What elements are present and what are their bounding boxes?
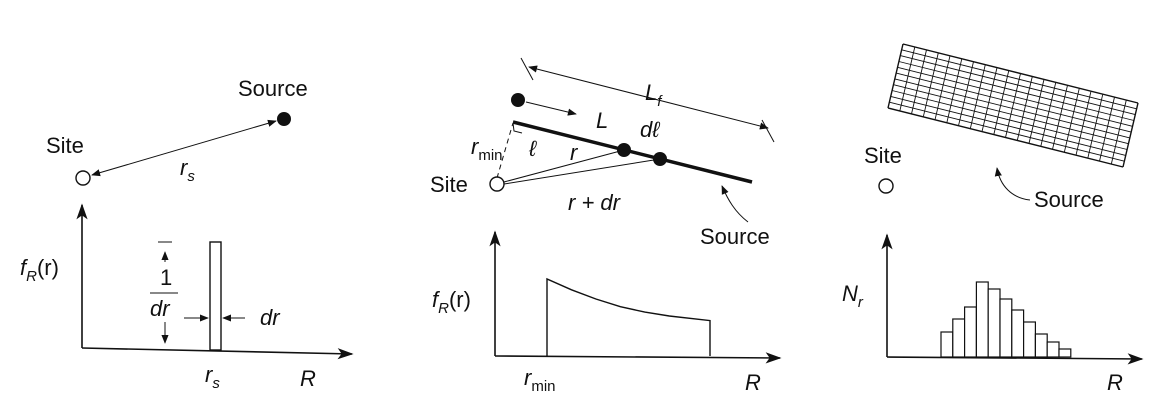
source-label: Source [1034, 187, 1104, 212]
histogram-bar [999, 298, 1013, 358]
site-point [489, 176, 505, 192]
grid-line [946, 58, 963, 123]
r-dr-label: r + dr [568, 190, 622, 215]
x-axis-label: R [745, 370, 761, 395]
grid-line [1040, 82, 1057, 147]
site-point [878, 178, 894, 194]
grid-line [993, 70, 1010, 135]
distance-r-line [503, 149, 625, 183]
grid-line [1099, 96, 1115, 162]
grid-line [911, 49, 927, 115]
rmin-perpendicular [496, 122, 514, 179]
x-axis [81, 347, 354, 360]
distance-r-dr-line [503, 158, 661, 185]
x-tick-label: rmin [524, 365, 556, 395]
grid-line [891, 90, 1128, 150]
grid-line [901, 49, 1137, 110]
y-axis-label: Nr [842, 281, 864, 311]
length-arrow [525, 101, 577, 116]
fault-length-label: Lf [645, 80, 663, 110]
grid-line [893, 84, 1129, 145]
grid-line [899, 46, 916, 112]
panel-area-source: Site Source Nr R [842, 43, 1144, 395]
grid-line [1016, 76, 1033, 141]
histogram-bar [975, 281, 989, 358]
grid-line [1005, 73, 1021, 138]
histogram-bar [1058, 348, 1072, 358]
grid-line [934, 55, 951, 120]
site-point [75, 170, 91, 186]
width-label: dr [260, 305, 281, 330]
histogram-bar [963, 306, 977, 358]
grid-line [1075, 91, 1092, 156]
histogram-bar [1022, 321, 1036, 358]
ell-label: ℓ [528, 136, 537, 161]
x-axis-label: R [1107, 370, 1123, 395]
histogram-bar [987, 288, 1001, 358]
grid-line [887, 107, 1124, 168]
site-label: Site [46, 133, 84, 158]
grid-line [969, 64, 986, 129]
source-label: Source [700, 224, 770, 249]
fault-length-tick-left [520, 57, 534, 81]
hypocenter-point [511, 93, 525, 107]
grid-line [898, 61, 1135, 121]
histogram-bar [940, 331, 954, 358]
grid-line [894, 78, 1130, 139]
site-label: Site [430, 172, 468, 197]
y-axis-label: fR(r) [20, 255, 59, 285]
distance-arrow [91, 119, 277, 177]
histogram-bar [1046, 341, 1060, 358]
grid-line [887, 43, 904, 109]
source-label: Source [238, 76, 308, 101]
histogram-bar [1034, 333, 1048, 358]
x-tick-label: rs [205, 362, 220, 392]
r-label: r [570, 140, 579, 165]
element-label: dℓ [640, 117, 660, 142]
grid-line [1087, 94, 1104, 159]
x-axis [494, 352, 782, 364]
height-denominator: dr [150, 296, 171, 321]
y-axis-label: fR(r) [432, 287, 471, 317]
right-angle-mark [512, 122, 523, 134]
grid-line [896, 72, 1132, 133]
length-label: L [596, 108, 608, 133]
impulse-bar [209, 241, 222, 351]
grid-line [1110, 99, 1127, 165]
grid-line [902, 43, 1139, 104]
grid-line [890, 95, 1126, 156]
grid-line [1122, 102, 1139, 168]
source-pointer [994, 167, 1031, 201]
rmin-label: rmin [471, 134, 503, 164]
panel-point-source: Source Site rs fR(r) 1 dr dr rs R [20, 76, 354, 392]
grid-line [900, 55, 1136, 116]
grid-line [889, 101, 1125, 162]
histogram-bar [1011, 309, 1025, 358]
fault-length-tick-right [761, 119, 775, 143]
distance-label: rs [180, 155, 195, 185]
x-axis-label: R [300, 366, 316, 391]
panel-line-source: Lf L dℓ rmin ℓ r r + dr Site Source fR(r… [430, 57, 782, 395]
histogram [940, 281, 1072, 358]
source-point [277, 112, 291, 126]
grid-line [1052, 85, 1068, 150]
grid-line [1063, 88, 1080, 153]
grid-line [922, 52, 939, 117]
area-source-grid [887, 43, 1139, 168]
fault-line [512, 120, 753, 184]
histogram-bar [952, 318, 966, 358]
fault-length-arrow [528, 65, 769, 130]
line-source-distribution [546, 277, 711, 356]
grid-line [897, 66, 1133, 127]
grid-line [1028, 79, 1045, 144]
site-label: Site [864, 143, 902, 168]
grid-line [958, 61, 974, 126]
x-axis [886, 353, 1144, 365]
height-numerator: 1 [160, 265, 172, 290]
source-pointer [721, 185, 749, 223]
grid-line [981, 67, 998, 132]
